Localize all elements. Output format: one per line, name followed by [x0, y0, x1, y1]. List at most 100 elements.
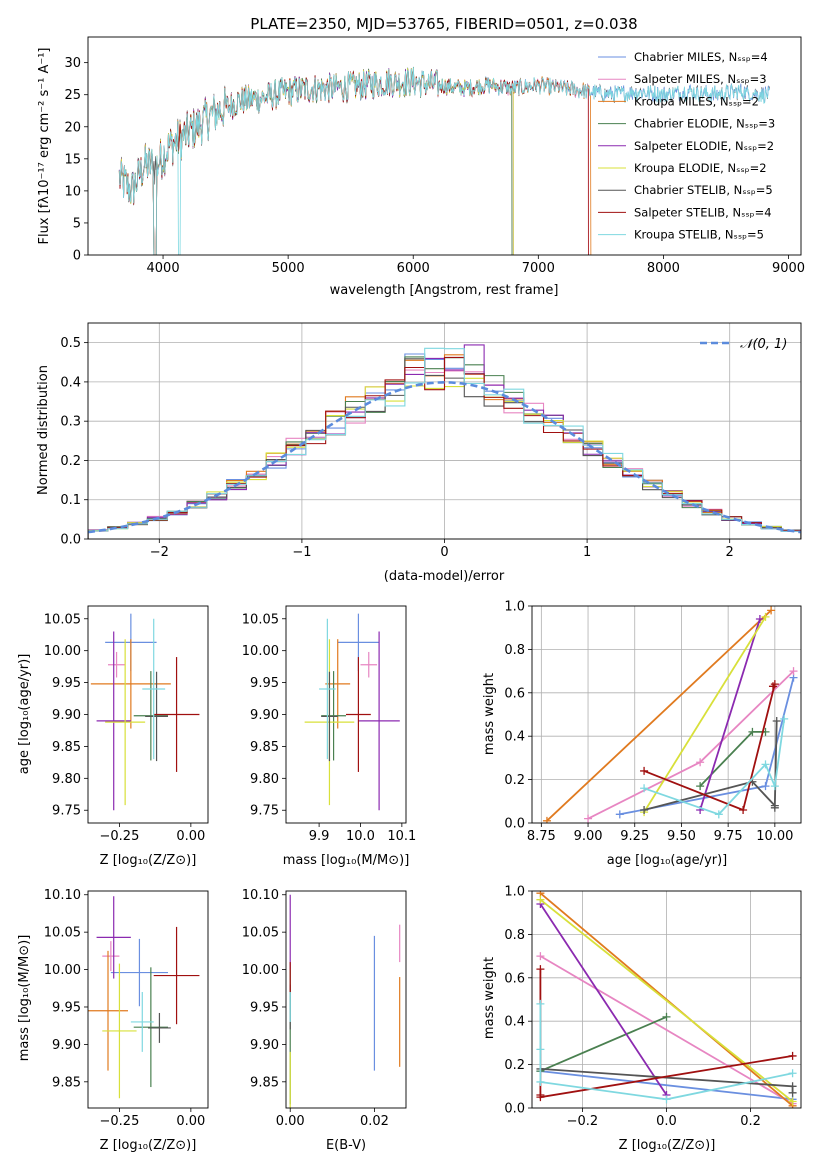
- weight-marker: [536, 965, 545, 974]
- age-vs-z-ylabel: age [log₁₀(age/yr)]: [17, 654, 32, 775]
- weight-vs-z-panel: Z [log₁₀(Z/Z⊙)] mass weight: [482, 957, 715, 1153]
- legend-entry: Chabrier STELIB, Nₛₛₚ=5: [634, 183, 773, 197]
- weight-line: [539, 903, 668, 1096]
- x-tick-label: 1: [583, 545, 591, 560]
- mass-vs-ebv-axes: 0.00 0.02 9.85 9.90 9.95 10.00 10.05 10.10: [242, 888, 407, 1129]
- y-tick-label: 10.05: [44, 612, 81, 627]
- plot-area: [536, 891, 797, 1108]
- legend-entry: Kroupa ELODIE, Nₛₛₚ=2: [634, 161, 767, 175]
- residuals-xlabel: (data-model)/error: [384, 569, 505, 584]
- x-tick-label: 0.2: [740, 1114, 761, 1129]
- spectrum-panel: PLATE=2350, MJD=53765, FIBERID=0501, z=0…: [37, 15, 638, 298]
- legend-entry: Kroupa STELIB, Nₛₛₚ=5: [634, 228, 764, 242]
- legend: 𝒩(0, 1): [700, 337, 787, 352]
- x-tick-label: −0.25: [100, 1114, 140, 1129]
- weight-line: [699, 618, 761, 811]
- y-tick-label: 10.05: [242, 612, 279, 627]
- y-tick-label: 9.75: [250, 804, 279, 819]
- x-tick-label: −0.25: [100, 829, 140, 844]
- weight-marker: [761, 612, 770, 621]
- weight-marker: [788, 1051, 797, 1060]
- y-tick-label: 15: [64, 152, 81, 167]
- mass-vs-z-ylabel: mass [log₁₀(M/M⊙)]: [17, 935, 32, 1062]
- y-tick-label: 9.90: [250, 708, 279, 723]
- weight-marker: [748, 727, 757, 736]
- spectrum-line: [118, 69, 589, 255]
- weight-marker: [584, 814, 593, 823]
- mass-vs-z-xlabel: Z [log₁₀(Z/Z⊙)]: [100, 1138, 197, 1153]
- weight-marker: [542, 816, 551, 823]
- y-tick-label: 10.10: [44, 888, 81, 903]
- weight-marker: [767, 606, 776, 615]
- weight-marker: [739, 805, 748, 814]
- mass-vs-ebv-xlabel: E(B-V): [326, 1138, 366, 1153]
- axes-frame: [531, 890, 802, 1109]
- age-vs-mass-xlabel: mass [log₁₀(M/M⊙)]: [283, 853, 410, 868]
- y-tick-label: 9.85: [250, 740, 279, 755]
- x-tick-label: 0: [440, 545, 448, 560]
- y-tick-label: 30: [64, 56, 81, 71]
- spectrum-xlabel: wavelength [Angstrom, rest frame]: [330, 283, 559, 298]
- y-tick-label: 0.1: [60, 493, 81, 508]
- x-tick-label: 9.50: [667, 829, 696, 844]
- y-tick-label: 9.90: [52, 1038, 81, 1053]
- mass-vs-z-panel: Z [log₁₀(Z/Z⊙)] mass [log₁₀(M/M⊙)]: [17, 935, 196, 1153]
- weight-marker: [640, 784, 649, 793]
- y-tick-label: 9.95: [52, 676, 81, 691]
- age-vs-mass-panel: mass [log₁₀(M/M⊙)]: [283, 853, 410, 868]
- y-tick-label: 9.80: [250, 772, 279, 787]
- y-tick-label: 0: [73, 249, 81, 264]
- weight-marker: [696, 782, 705, 791]
- x-tick-label: 0.00: [176, 1114, 205, 1129]
- y-tick-label: 0.4: [60, 375, 81, 390]
- y-tick-label: 0.2: [504, 1058, 525, 1073]
- y-tick-label: 9.90: [250, 1038, 279, 1053]
- y-tick-label: 10.00: [242, 644, 279, 659]
- x-tick-label: 10.00: [756, 829, 793, 844]
- x-tick-label: 9.9: [309, 829, 330, 844]
- weight-marker: [768, 682, 777, 691]
- residuals-panel: (data-model)/error Normed distribution: [36, 365, 505, 584]
- x-tick-label: −2: [150, 545, 169, 560]
- y-tick-label: 0.3: [60, 415, 81, 430]
- weight-marker: [536, 895, 545, 904]
- weight-marker: [536, 1093, 545, 1102]
- weight-marker: [536, 1077, 545, 1086]
- plot-area: [90, 613, 200, 811]
- weight-vs-age-panel: age [log₁₀(age/yr)] mass weight: [482, 673, 727, 868]
- residuals-axes: −2 −1 0 1 2 0.0 0.1 0.2 0.3 0.4 0.5 𝒩(0, 1): [60, 322, 802, 560]
- y-tick-label: 0.0: [504, 817, 525, 832]
- y-tick-label: 0.2: [60, 454, 81, 469]
- weight-marker: [788, 1069, 797, 1078]
- x-tick-label: 9.00: [574, 829, 603, 844]
- weight-line: [643, 683, 776, 812]
- age-vs-z-panel: Z [log₁₀(Z/Z⊙)] age [log₁₀(age/yr)]: [17, 654, 196, 868]
- x-tick-label: 5000: [272, 261, 305, 276]
- y-tick-label: 10.05: [44, 926, 81, 941]
- weight-marker: [770, 803, 779, 812]
- y-tick-label: 0.8: [504, 643, 525, 658]
- mass-vs-z-axes: −0.25 0.00 9.85 9.90 9.95 10.00 10.05 10.10: [44, 888, 209, 1129]
- spectrum-line: [118, 68, 592, 255]
- y-tick-label: 10.00: [44, 963, 81, 978]
- weight-line: [540, 1016, 667, 1072]
- x-tick-label: 9.75: [714, 829, 743, 844]
- y-tick-label: 1.0: [504, 885, 525, 900]
- x-tick-label: 10.1: [387, 829, 416, 844]
- weight-marker: [662, 1095, 671, 1104]
- y-tick-label: 0.5: [60, 336, 81, 351]
- y-tick-label: 9.85: [52, 740, 81, 755]
- axes-frame: [87, 605, 209, 824]
- mass-vs-ebv-panel: E(B-V): [326, 1138, 366, 1153]
- y-tick-label: 9.85: [52, 1075, 81, 1090]
- plot-area: [542, 606, 798, 823]
- axes-frame: [531, 605, 802, 824]
- x-tick-label: 8000: [647, 261, 680, 276]
- weight-marker: [536, 1045, 545, 1054]
- weight-marker: [640, 766, 649, 775]
- weight-line: [539, 955, 794, 1105]
- y-tick-label: 0.0: [60, 533, 81, 548]
- plot-area: [88, 896, 200, 1099]
- weight-line: [587, 670, 795, 820]
